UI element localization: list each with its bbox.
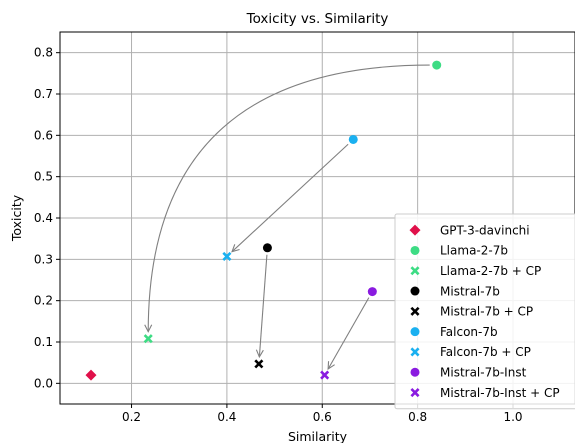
x-tick-label: 0.8 [408, 410, 427, 424]
x-tick-label: 0.2 [122, 410, 141, 424]
axis-ticks: 0.2 0.4 0.6 0.8 1.0 0.0 0.1 0.2 0.3 0.4 0.5 0.6 0.7 0… [34, 46, 523, 424]
chart-title: Toxicity vs. Similarity [246, 11, 389, 27]
arrow-line [231, 143, 349, 253]
data-points [85, 60, 442, 381]
y-tick-label: 0.1 [34, 335, 53, 349]
x-tick-label: 0.6 [313, 410, 332, 424]
y-tick-label: 0.8 [34, 46, 53, 60]
x-stroke [320, 370, 330, 380]
legend-marker-falcon-7b-cp [410, 347, 420, 357]
point-falcon-7b [348, 134, 358, 144]
y-tick-label: 0.4 [34, 211, 53, 225]
arrow-line [327, 297, 370, 370]
legend-label-falcon-7b: Falcon-7b [440, 325, 498, 339]
legend-marker-llama-2-7b [410, 245, 420, 255]
x-stroke [410, 347, 420, 357]
x-axis-title: Similarity [288, 429, 348, 443]
y-tick-label: 0.5 [34, 170, 53, 184]
point-llama-2-7b-cp [143, 334, 153, 344]
y-tick-label: 0.2 [34, 294, 53, 308]
x-stroke [410, 306, 420, 316]
arrow-head [144, 324, 153, 333]
point-falcon-7b-cp [222, 251, 232, 261]
legend-label-mistral-7b-cp: Mistral-7b + CP [440, 305, 533, 319]
point-mistral-7b-inst-cp [320, 370, 330, 380]
x-stroke [222, 251, 232, 261]
legend: GPT-3-davinchi Llama-2-7b Llama-2-7b + CP M… [394, 213, 575, 410]
legend-label-falcon-7b-cp: Falcon-7b + CP [440, 345, 531, 359]
y-axis-title: Toxicity [9, 194, 24, 242]
legend-label-mistral-7b-inst-cp: Mistral-7b-Inst + CP [440, 386, 560, 400]
y-tick-label: 0.0 [34, 376, 53, 390]
legend-label-mistral-7b: Mistral-7b [440, 284, 500, 298]
legend-marker-gpt-3-davinchi [409, 224, 421, 236]
legend-marker-mistral-7b-inst-cp [410, 388, 420, 398]
arrow-head [255, 349, 264, 359]
point-mistral-7b-inst [367, 287, 377, 297]
point-mistral-7b-cp [254, 359, 264, 369]
arrow-line [258, 254, 268, 357]
legend-label-llama-2-7b: Llama-2-7b [440, 244, 508, 258]
x-tick-label: 0.4 [217, 410, 236, 424]
legend-label-gpt-3-davinchi: GPT-3-davinchi [440, 223, 530, 237]
point-gpt-3-davinchi [85, 369, 97, 381]
y-tick-label: 0.6 [34, 128, 53, 142]
arrow-head [327, 361, 335, 371]
legend-box [394, 213, 575, 410]
y-tick-label: 0.7 [34, 87, 53, 101]
arrows [144, 64, 430, 371]
y-tick-label: 0.3 [34, 252, 53, 266]
legend-marker-mistral-7b [410, 286, 420, 296]
x-stroke [410, 266, 420, 276]
legend-marker-mistral-7b-inst [410, 367, 420, 377]
legend-marker-falcon-7b [410, 327, 420, 337]
point-mistral-7b [262, 243, 272, 253]
x-stroke [254, 359, 264, 369]
legend-marker-mistral-7b-cp [410, 306, 420, 316]
legend-marker-llama-2-7b-cp [410, 266, 420, 276]
x-stroke [410, 388, 420, 398]
legend-label-llama-2-7b-cp: Llama-2-7b + CP [440, 264, 541, 278]
x-tick-label: 1.0 [503, 410, 522, 424]
point-llama-2-7b [432, 60, 442, 70]
arrow-head [231, 244, 240, 253]
arrow-curve [147, 64, 430, 332]
legend-label-mistral-7b-inst: Mistral-7b-Inst [440, 365, 527, 379]
x-stroke [143, 334, 153, 344]
